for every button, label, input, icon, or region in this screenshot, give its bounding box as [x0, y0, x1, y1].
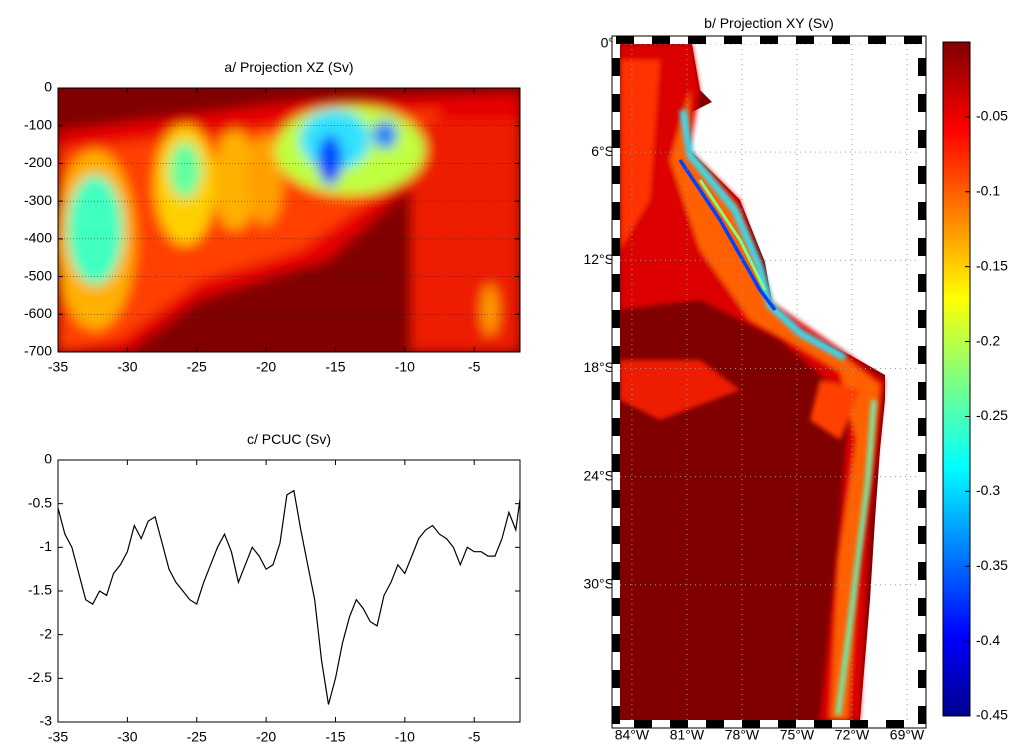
x-tick-label: -25	[187, 359, 207, 375]
panel-title: c/ PCUC (Sv)	[247, 431, 331, 447]
x-tick-label: 84°W	[615, 727, 650, 743]
y-tick-label: 24°S	[583, 467, 614, 483]
x-tick-label: 72°W	[835, 727, 870, 743]
y-tick-label: 30°S	[583, 576, 614, 592]
y-tick-label: -600	[24, 305, 52, 321]
x-tick-label: 69°W	[890, 727, 925, 743]
colorbar-tick-label: -0.05	[976, 108, 1008, 124]
plot-frame	[57, 459, 521, 723]
colorbar-tick-label: -0.35	[976, 557, 1008, 573]
colorbar-tick-label: -0.15	[976, 257, 1008, 273]
x-tick-label: -10	[395, 729, 415, 745]
x-tick-label: -35	[48, 359, 68, 375]
colorbar-tick-label: -0.25	[976, 407, 1008, 423]
x-tick-label: -5	[468, 359, 481, 375]
x-tick-label: -30	[117, 729, 137, 745]
colorbar-tick-label: -0.2	[976, 332, 1000, 348]
y-tick-label: -1	[40, 538, 53, 554]
plot-frame	[57, 87, 521, 353]
colorbar-tick-label: -0.1	[976, 182, 1000, 198]
panel-title: b/ Projection XY (Sv)	[704, 15, 834, 31]
y-tick-label: 0°	[601, 35, 614, 51]
y-tick-label: -2.5	[28, 669, 52, 685]
y-tick-label: -300	[24, 192, 52, 208]
y-tick-label: -0.5	[28, 494, 52, 510]
y-tick-label: 12°S	[583, 251, 614, 267]
colorbar	[942, 41, 971, 717]
colorbar-tick-label: -0.3	[976, 482, 1000, 498]
y-tick-label: -400	[24, 230, 52, 246]
y-tick-label: -2	[40, 625, 53, 641]
x-tick-label: -20	[256, 729, 276, 745]
y-tick-label: -100	[24, 116, 52, 132]
x-tick-label: -5	[468, 729, 481, 745]
contour-field	[58, 88, 520, 352]
x-tick-label: 81°W	[670, 727, 705, 743]
x-tick-label: -35	[48, 729, 68, 745]
y-tick-label: 6°S	[591, 143, 614, 159]
x-tick-label: -30	[117, 359, 137, 375]
x-tick-label: -15	[325, 729, 345, 745]
map-frame	[611, 35, 927, 729]
y-tick-label: -200	[24, 154, 52, 170]
x-tick-label: -25	[187, 729, 207, 745]
y-tick-label: 0	[44, 79, 52, 95]
map-border	[612, 36, 926, 728]
y-tick-label: 18°S	[583, 359, 614, 375]
y-tick-label: -1.5	[28, 582, 52, 598]
line-series	[57, 489, 521, 705]
x-tick-label: -20	[256, 359, 276, 375]
y-tick-label: -3	[40, 713, 53, 729]
x-tick-label: -15	[325, 359, 345, 375]
colorbar-tick-label: -0.45	[976, 707, 1008, 723]
y-tick-label: -500	[24, 267, 52, 283]
x-tick-label: -10	[395, 359, 415, 375]
panel-title: a/ Projection XZ (Sv)	[224, 59, 353, 75]
colorbar-tick-label: -0.4	[976, 632, 1000, 648]
y-tick-label: -700	[24, 343, 52, 359]
x-tick-label: 78°W	[725, 727, 760, 743]
x-tick-label: 75°W	[780, 727, 815, 743]
map-field	[620, 44, 918, 720]
y-tick-label: 0	[44, 451, 52, 467]
